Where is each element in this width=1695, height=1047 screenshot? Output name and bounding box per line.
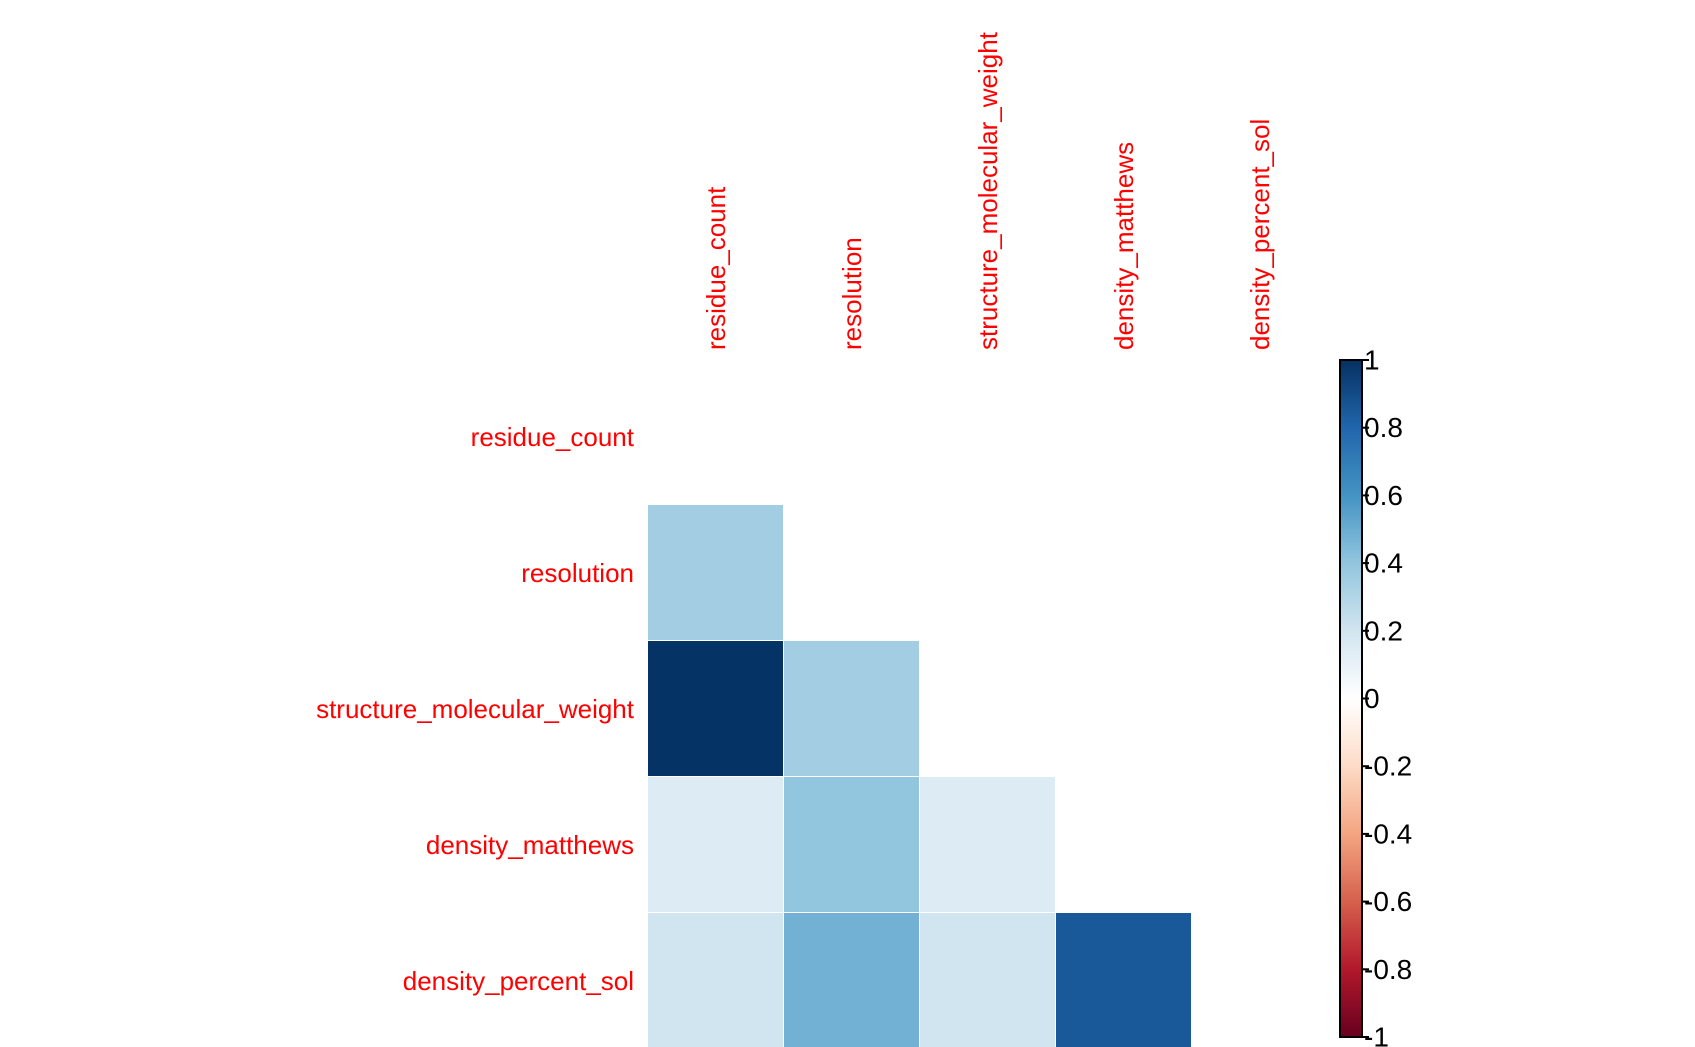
row-label-density_matthews: density_matthews [426,830,634,860]
colorbar-tick-label: -0.2 [1364,751,1412,782]
colorbar-tick-label: -0.4 [1364,818,1412,849]
column-labels: residue_count resolution structure_molecul… [701,31,1275,350]
heatmap-cell-density_percent_sol-resolution [784,913,919,1047]
colorbar-tick-label: 0 [1364,683,1380,714]
column-label-resolution: resolution [837,237,867,350]
colorbar-tick-label: 0.8 [1364,412,1403,443]
row-labels: residue_count resolution structure_molecul… [316,422,635,996]
colorbar-tick-label: 1 [1364,345,1380,376]
heatmap-cell-structure_molecular_weight-resolution [784,641,919,776]
heatmap-cell-structure_molecular_weight-residue_count [648,641,783,776]
colorbar: 1 0.8 0.6 0.4 0.2 0 -0.2 -0.4 -0.6 -0.8 -1 [1339,345,1412,1047]
column-label-density_matthews: density_matthews [1109,142,1139,350]
heatmap-cell-density_matthews-residue_count [648,777,783,912]
column-label-density_percent_sol: density_percent_sol [1245,119,1275,350]
heatmap-cell-density_percent_sol-residue_count [648,913,783,1047]
heatmap-cell-density_percent_sol-density_matthews [1056,913,1191,1047]
column-label-structure_molecular_weight: structure_molecular_weight [973,31,1003,350]
row-label-density_percent_sol: density_percent_sol [403,966,634,996]
colorbar-tick-label: 0.4 [1364,548,1403,579]
column-label-residue_count: residue_count [701,186,731,350]
heatmap-cells [648,505,1191,1047]
heatmap-cell-density_matthews-resolution [784,777,919,912]
colorbar-tick-label: 0.6 [1364,480,1403,511]
heatmap-cell-density_matthews-structure_molecular_weight [920,777,1055,912]
row-label-structure_molecular_weight: structure_molecular_weight [316,694,635,724]
heatmap-cell-density_percent_sol-structure_molecular_weight [920,913,1055,1047]
row-label-resolution: resolution [521,558,634,588]
colorbar-gradient [1339,359,1363,1038]
colorbar-tick-label: -0.6 [1364,886,1412,917]
heatmap-cell-resolution-residue_count [648,505,783,640]
colorbar-tick-label: -1 [1364,1022,1389,1047]
colorbar-tick-label: 0.2 [1364,615,1403,646]
colorbar-tick-label: -0.8 [1364,954,1412,985]
row-label-residue_count: residue_count [471,422,635,452]
